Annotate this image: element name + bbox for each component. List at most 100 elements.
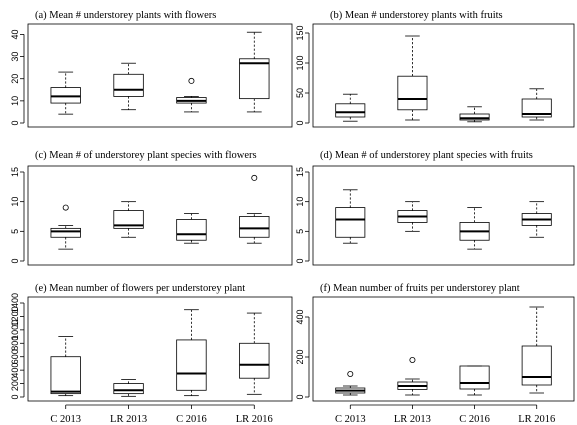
- x-tick-label: LR 2013: [110, 414, 147, 425]
- y-tick-label: 200: [295, 349, 305, 364]
- box-c-2013: [50, 336, 81, 397]
- y-tick-label: 10: [10, 96, 20, 106]
- y-tick-label: 400: [295, 309, 305, 324]
- y-tick-label: 0: [10, 258, 20, 263]
- panel-f: (f) Mean number of fruits per understore…: [295, 283, 575, 425]
- y-tick-label: 1400: [10, 293, 20, 313]
- y-tick-label: 1000: [10, 320, 20, 340]
- iqr-box: [113, 383, 144, 395]
- y-tick-label: 100: [295, 55, 305, 70]
- y-tick-label: 400: [10, 363, 20, 378]
- panel-title: (a) Mean # understorey plants with flowe…: [35, 10, 216, 21]
- box-lr-2013: [397, 201, 428, 232]
- y-tick-label: 1200: [10, 306, 20, 326]
- box-c-2016: [176, 77, 207, 113]
- outlier-point: [347, 370, 354, 377]
- x-tick-label: C 2013: [335, 414, 366, 425]
- panel-title: (f) Mean number of fruits per understore…: [320, 283, 520, 294]
- x-tick-label: C 2016: [459, 414, 490, 425]
- panel-e: (e) Mean number of flowers per understor…: [10, 283, 293, 425]
- plot-frame: [312, 23, 575, 128]
- plot-frame: [312, 165, 575, 266]
- iqr-box: [50, 227, 81, 238]
- x-tick-label: C 2013: [50, 414, 81, 425]
- outlier-point: [188, 77, 195, 84]
- y-tick-label: 200: [10, 376, 20, 391]
- y-tick-label: 30: [10, 52, 20, 62]
- x-tick-label: LR 2016: [236, 414, 273, 425]
- y-tick-label: 5: [295, 229, 305, 234]
- iqr-box: [397, 75, 428, 111]
- y-tick-label: 10: [295, 197, 305, 207]
- iqr-box: [113, 210, 144, 229]
- box-c-2013: [50, 71, 81, 115]
- iqr-box: [459, 365, 490, 390]
- box-c-2013: [335, 370, 366, 396]
- y-tick-label: 15: [10, 167, 20, 177]
- box-c-2016: [176, 309, 207, 397]
- y-tick-label: 15: [295, 167, 305, 177]
- plot-frame: [312, 296, 575, 402]
- panel-d: (d) Mean # of understorey plant species …: [295, 150, 575, 266]
- iqr-box: [239, 216, 270, 238]
- plot-frame: [27, 23, 293, 128]
- panel-c: (c) Mean # of understorey plant species …: [10, 150, 293, 266]
- outlier-point: [62, 204, 69, 211]
- plot-frame: [27, 296, 293, 402]
- y-tick-label: 20: [10, 74, 20, 84]
- iqr-box: [521, 345, 552, 386]
- iqr-box: [521, 98, 552, 118]
- box-c-2016: [459, 106, 490, 123]
- panel-b: (b) Mean # understorey plants with fruit…: [295, 10, 575, 128]
- iqr-box: [459, 113, 490, 121]
- iqr-box: [239, 342, 270, 379]
- box-lr-2016: [521, 88, 552, 121]
- panel-a: (a) Mean # understorey plants with flowe…: [10, 10, 293, 128]
- y-tick-label: 0: [10, 394, 20, 399]
- outlier-point: [251, 174, 258, 181]
- iqr-box: [176, 219, 207, 241]
- panel-title: (c) Mean # of understorey plant species …: [35, 150, 257, 161]
- y-tick-label: 150: [295, 25, 305, 40]
- iqr-box: [176, 339, 207, 391]
- box-lr-2016: [521, 306, 552, 394]
- iqr-box: [239, 58, 270, 100]
- box-c-2016: [459, 365, 490, 396]
- box-lr-2013: [113, 201, 144, 238]
- x-tick-label: LR 2016: [518, 414, 555, 425]
- y-tick-label: 0: [10, 120, 20, 125]
- panel-title: (e) Mean number of flowers per understor…: [35, 283, 245, 294]
- box-lr-2013: [397, 35, 428, 121]
- box-lr-2013: [397, 356, 428, 396]
- box-lr-2013: [113, 379, 144, 397]
- outlier-point: [409, 356, 416, 363]
- y-tick-label: 600: [10, 349, 20, 364]
- y-tick-label: 10: [10, 197, 20, 207]
- box-lr-2016: [239, 174, 270, 244]
- y-tick-label: 800: [10, 336, 20, 351]
- iqr-box: [335, 207, 366, 238]
- panel-title: (b) Mean # understorey plants with fruit…: [330, 10, 503, 21]
- iqr-box: [50, 356, 81, 395]
- box-c-2013: [50, 204, 81, 250]
- iqr-box: [335, 103, 366, 118]
- box-c-2013: [335, 189, 366, 244]
- y-tick-label: 5: [10, 229, 20, 234]
- iqr-box: [50, 87, 81, 104]
- box-lr-2016: [239, 312, 270, 395]
- y-tick-label: 40: [10, 29, 20, 39]
- box-lr-2016: [239, 31, 270, 113]
- panel-title: (d) Mean # of understorey plant species …: [320, 150, 533, 161]
- box-c-2016: [459, 207, 490, 250]
- iqr-box: [113, 73, 144, 97]
- box-c-2016: [176, 213, 207, 244]
- x-tick-label: LR 2013: [394, 414, 431, 425]
- y-tick-label: 50: [295, 88, 305, 98]
- y-tick-label: 0: [295, 258, 305, 263]
- box-c-2013: [335, 93, 366, 122]
- box-lr-2016: [521, 201, 552, 238]
- x-tick-label: C 2016: [176, 414, 207, 425]
- box-lr-2013: [113, 62, 144, 111]
- plot-frame: [27, 165, 293, 266]
